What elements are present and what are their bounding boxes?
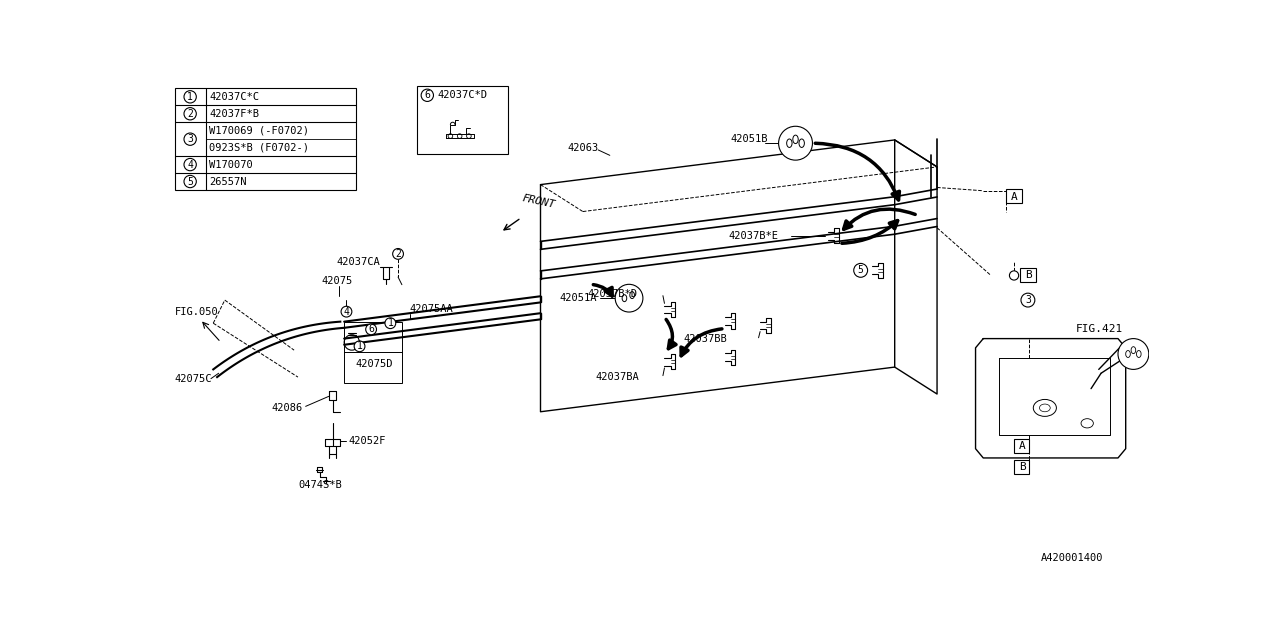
Text: 1: 1 xyxy=(187,92,193,102)
Text: 42037BA: 42037BA xyxy=(595,372,639,382)
Text: A: A xyxy=(1019,440,1025,451)
Bar xyxy=(175,88,356,190)
Text: A: A xyxy=(1011,192,1018,202)
Text: 3: 3 xyxy=(1025,295,1030,305)
Text: FRONT: FRONT xyxy=(521,193,557,210)
Circle shape xyxy=(366,324,376,335)
Text: B: B xyxy=(1019,462,1025,472)
Text: 0923S*B (F0702-): 0923S*B (F0702-) xyxy=(210,143,310,152)
Text: 42075: 42075 xyxy=(321,276,352,286)
Circle shape xyxy=(421,89,434,101)
Text: 42086: 42086 xyxy=(271,403,302,413)
Text: 6: 6 xyxy=(425,90,430,100)
Text: 42075D: 42075D xyxy=(356,359,393,369)
Text: 42051B: 42051B xyxy=(730,134,768,145)
Text: 3: 3 xyxy=(187,134,193,144)
Circle shape xyxy=(355,341,365,352)
Text: 6: 6 xyxy=(369,324,374,334)
Text: 42037B*E: 42037B*E xyxy=(728,230,778,241)
Circle shape xyxy=(854,264,868,277)
Text: 42052F: 42052F xyxy=(348,436,385,446)
Text: 1: 1 xyxy=(388,318,393,328)
Text: 42037F*B: 42037F*B xyxy=(210,109,260,119)
Bar xyxy=(1014,460,1029,474)
Circle shape xyxy=(778,126,813,160)
Text: 42037C*D: 42037C*D xyxy=(438,90,488,100)
Circle shape xyxy=(393,248,403,259)
Circle shape xyxy=(184,133,196,145)
Bar xyxy=(1006,189,1021,203)
Text: 1: 1 xyxy=(357,341,362,351)
Circle shape xyxy=(1021,293,1034,307)
Text: 42075C: 42075C xyxy=(175,374,212,383)
Bar xyxy=(1014,438,1029,452)
Text: 42075AA: 42075AA xyxy=(410,305,453,314)
Text: 5: 5 xyxy=(187,177,193,186)
Circle shape xyxy=(184,159,196,171)
Bar xyxy=(417,86,508,154)
Circle shape xyxy=(1117,339,1149,369)
Text: 2: 2 xyxy=(187,109,193,119)
Bar xyxy=(1020,268,1036,282)
Text: FIG.421: FIG.421 xyxy=(1075,324,1123,334)
Text: 42063: 42063 xyxy=(567,143,599,152)
Circle shape xyxy=(184,91,196,103)
Text: 42037C*C: 42037C*C xyxy=(210,92,260,102)
Text: 26557N: 26557N xyxy=(210,177,247,186)
Circle shape xyxy=(385,318,396,328)
Text: W170070: W170070 xyxy=(210,159,253,170)
Circle shape xyxy=(184,175,196,188)
Circle shape xyxy=(1010,271,1019,280)
Text: FIG.050: FIG.050 xyxy=(175,307,219,317)
Text: 5: 5 xyxy=(858,266,864,275)
Text: A420001400: A420001400 xyxy=(1041,553,1103,563)
Text: W170069 (-F0702): W170069 (-F0702) xyxy=(210,125,310,136)
Text: 0474S*B: 0474S*B xyxy=(298,480,342,490)
Text: 42037BB: 42037BB xyxy=(684,334,727,344)
Text: 4: 4 xyxy=(343,307,349,317)
Bar xyxy=(344,322,402,383)
Circle shape xyxy=(616,284,643,312)
Circle shape xyxy=(344,335,360,350)
Text: 2: 2 xyxy=(396,249,401,259)
Text: 42037CA: 42037CA xyxy=(337,257,380,267)
Text: 42051A: 42051A xyxy=(559,293,598,303)
Text: B: B xyxy=(1025,271,1032,280)
Text: 42037B*D: 42037B*D xyxy=(588,289,637,299)
Circle shape xyxy=(340,307,352,317)
Text: 4: 4 xyxy=(187,159,193,170)
Circle shape xyxy=(184,108,196,120)
